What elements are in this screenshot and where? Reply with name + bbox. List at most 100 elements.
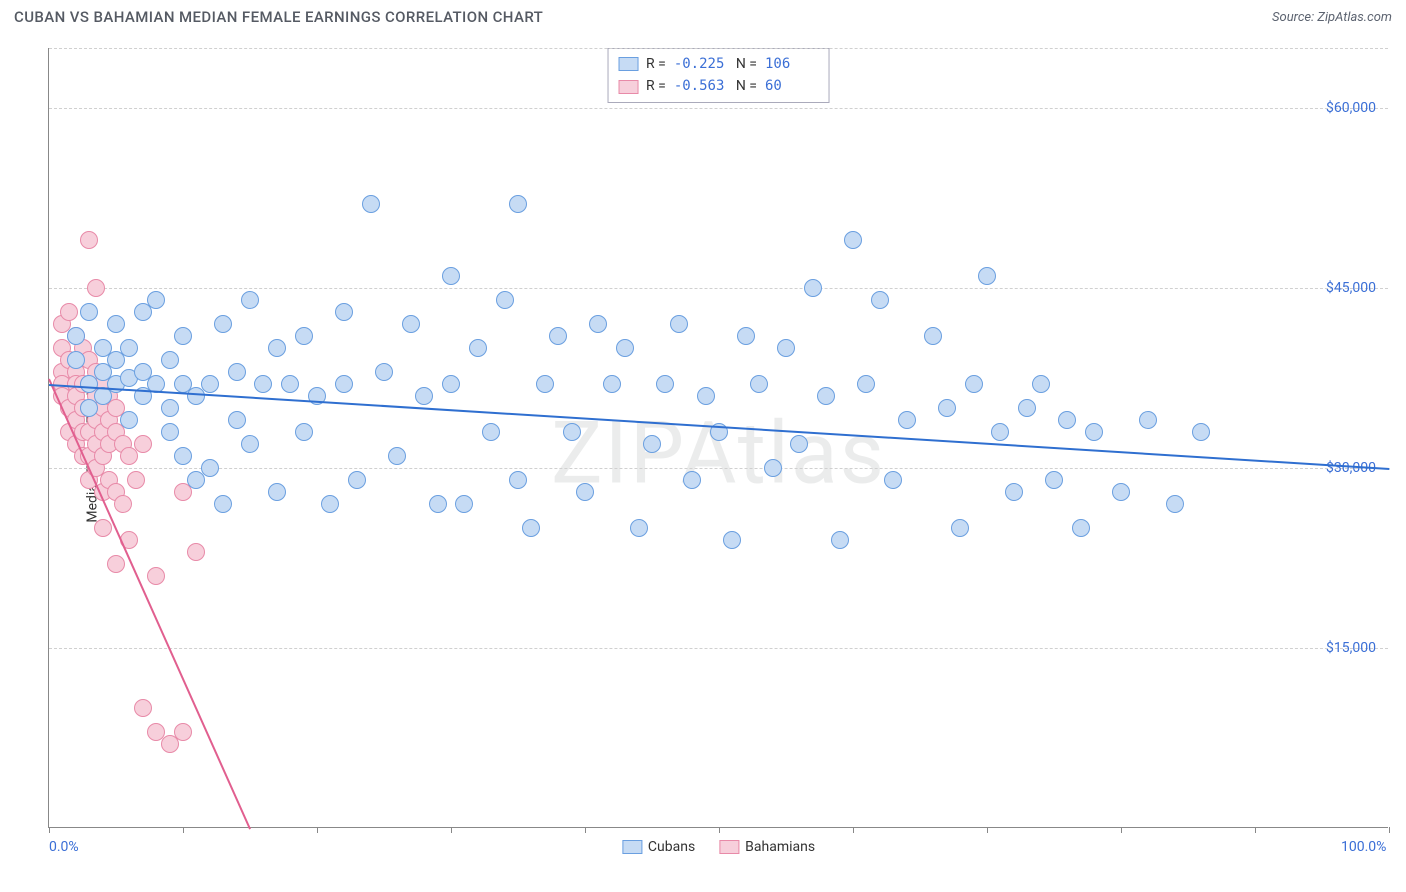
data-point-cubans <box>80 303 98 321</box>
y-tick-label: $60,000 <box>1326 100 1376 116</box>
data-point-cubans <box>1112 483 1130 501</box>
data-point-cubans <box>522 519 540 537</box>
data-point-cubans <box>455 495 473 513</box>
data-point-cubans <box>656 375 674 393</box>
x-tick <box>719 827 720 833</box>
data-point-bahamians <box>187 543 205 561</box>
data-point-cubans <box>509 471 527 489</box>
data-point-cubans <box>1085 423 1103 441</box>
data-point-bahamians <box>127 471 145 489</box>
chart-title: CUBAN VS BAHAMIAN MEDIAN FEMALE EARNINGS… <box>14 8 543 26</box>
data-point-bahamians <box>147 567 165 585</box>
data-point-cubans <box>549 327 567 345</box>
data-point-cubans <box>1018 399 1036 417</box>
data-point-cubans <box>67 327 85 345</box>
data-point-cubans <box>388 447 406 465</box>
data-point-bahamians <box>114 495 132 513</box>
x-tick <box>853 827 854 833</box>
data-point-bahamians <box>87 279 105 297</box>
data-point-cubans <box>817 387 835 405</box>
data-point-cubans <box>1192 423 1210 441</box>
data-point-cubans <box>1005 483 1023 501</box>
data-point-cubans <box>844 231 862 249</box>
data-point-cubans <box>978 267 996 285</box>
data-point-cubans <box>1072 519 1090 537</box>
data-point-cubans <box>362 195 380 213</box>
stats-legend: R = -0.225 N = 106 R = -0.563 N = 60 <box>607 48 830 103</box>
data-point-cubans <box>536 375 554 393</box>
data-point-cubans <box>174 327 192 345</box>
data-point-cubans <box>107 315 125 333</box>
y-tick-label: $45,000 <box>1326 280 1376 296</box>
data-point-cubans <box>630 519 648 537</box>
data-point-cubans <box>924 327 942 345</box>
data-point-cubans <box>1058 411 1076 429</box>
data-point-cubans <box>429 495 447 513</box>
data-point-cubans <box>938 399 956 417</box>
data-point-cubans <box>750 375 768 393</box>
r-label: R = <box>646 53 666 75</box>
data-point-cubans <box>268 483 286 501</box>
data-point-cubans <box>871 291 889 309</box>
data-point-cubans <box>241 291 259 309</box>
data-point-cubans <box>321 495 339 513</box>
x-tick-label: 100.0% <box>1341 839 1386 855</box>
data-point-cubans <box>496 291 514 309</box>
x-tick-label: 0.0% <box>49 839 79 855</box>
data-point-cubans <box>67 351 85 369</box>
data-point-cubans <box>589 315 607 333</box>
data-point-cubans <box>442 267 460 285</box>
data-point-cubans <box>1045 471 1063 489</box>
data-point-cubans <box>697 387 715 405</box>
legend-item-bahamians: Bahamians <box>719 839 815 855</box>
data-point-cubans <box>415 387 433 405</box>
gridline-h <box>49 48 1388 49</box>
data-point-cubans <box>991 423 1009 441</box>
gridline-h <box>49 108 1388 109</box>
data-point-cubans <box>965 375 983 393</box>
data-point-cubans <box>1166 495 1184 513</box>
legend-label-cubans: Cubans <box>648 839 695 855</box>
data-point-cubans <box>120 411 138 429</box>
data-point-cubans <box>576 483 594 501</box>
data-point-cubans <box>161 423 179 441</box>
data-point-cubans <box>228 411 246 429</box>
data-point-cubans <box>790 435 808 453</box>
data-point-bahamians <box>60 303 78 321</box>
data-point-bahamians <box>174 723 192 741</box>
data-point-bahamians <box>80 231 98 249</box>
n-label: N = <box>736 75 757 97</box>
x-tick <box>451 827 452 833</box>
data-point-cubans <box>281 375 299 393</box>
data-point-cubans <box>1032 375 1050 393</box>
x-tick <box>1389 827 1390 833</box>
data-point-cubans <box>898 411 916 429</box>
data-point-cubans <box>764 459 782 477</box>
data-point-cubans <box>563 423 581 441</box>
data-point-cubans <box>670 315 688 333</box>
data-point-cubans <box>241 435 259 453</box>
x-tick <box>183 827 184 833</box>
n-value-cubans: 106 <box>765 53 819 75</box>
data-point-cubans <box>254 375 272 393</box>
x-tick <box>49 827 50 833</box>
data-point-cubans <box>201 375 219 393</box>
scatter-chart: ZIPAtlas R = -0.225 N = 106 R = -0.563 N… <box>48 48 1388 828</box>
r-label: R = <box>646 75 666 97</box>
data-point-cubans <box>348 471 366 489</box>
data-point-cubans <box>147 291 165 309</box>
data-point-cubans <box>174 447 192 465</box>
data-point-cubans <box>804 279 822 297</box>
x-tick <box>1255 827 1256 833</box>
r-value-bahamians: -0.563 <box>674 75 728 97</box>
data-point-cubans <box>214 315 232 333</box>
x-tick <box>585 827 586 833</box>
data-point-cubans <box>228 363 246 381</box>
data-point-cubans <box>295 423 313 441</box>
data-point-cubans <box>375 363 393 381</box>
n-value-bahamians: 60 <box>765 75 819 97</box>
data-point-cubans <box>295 327 313 345</box>
data-point-bahamians <box>134 699 152 717</box>
data-point-cubans <box>469 339 487 357</box>
stats-row-cubans: R = -0.225 N = 106 <box>618 53 819 75</box>
